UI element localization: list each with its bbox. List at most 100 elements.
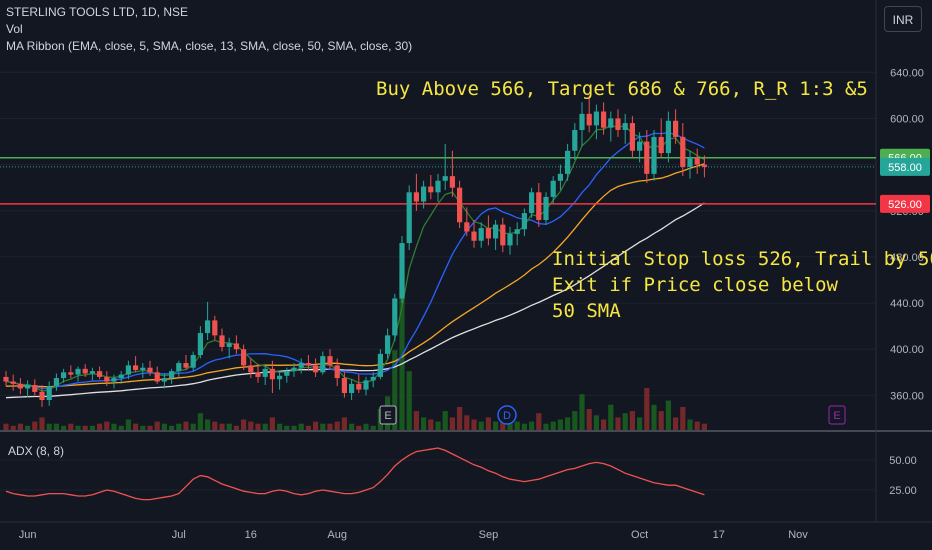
volume-bar [97,423,103,430]
adx-tick-label: 50.00 [889,455,917,467]
price-tick-label: 440.00 [890,298,924,310]
volume-bar [680,406,686,430]
candle-body [248,365,254,373]
buy-annotation: Buy Above 566, Target 686 & 766, R_R 1:3… [376,78,868,100]
candle-body [305,363,311,366]
time-axis[interactable]: Jun Jul 16 Aug Sep Oct 17 Nov [19,529,809,541]
volume-bar [601,419,607,430]
volume-bar [3,423,9,430]
candle-body [140,367,146,370]
volume-bar [550,421,556,430]
price-level-badge-label: 526.00 [888,199,922,211]
candle-body [61,372,67,379]
volume-bar [176,423,182,430]
volume-bar [471,419,477,430]
candle-body [255,372,261,377]
volume-bar [255,423,261,430]
volume-bar [313,421,319,430]
volume-bar [694,421,700,430]
candle-body [442,176,448,181]
volume-bar [514,421,520,430]
candle-body [478,228,484,241]
volume-bar [68,423,74,430]
sma13-line [5,132,705,390]
volume-legend[interactable]: Vol [6,22,23,36]
price-axis[interactable]: 640.00600.00560.00520.00480.00440.00400.… [880,67,930,497]
volume-bar [579,394,585,430]
volume-bar [687,419,693,430]
earnings-marker-1[interactable] [379,405,397,425]
candle-body [457,187,463,223]
volume-bar [111,423,117,430]
volume-bar [622,413,628,430]
volume-bar [104,421,110,430]
candle-body [241,349,247,366]
price-tick-label: 400.00 [890,344,924,356]
candle-body [233,343,239,350]
candle-body [651,136,657,174]
time-tick-label: Aug [327,529,347,541]
candle-body [536,192,542,220]
candle-body [435,180,441,193]
volume-bar [586,409,592,430]
earnings-marker-2[interactable] [828,405,846,425]
candle-body [133,365,139,370]
symbol-title[interactable]: STERLING TOOLS LTD, 1D, NSE [6,5,189,19]
volume-bar [32,421,38,430]
volume-bar [125,419,131,430]
adx-legend[interactable]: ADX (8, 8) [8,444,65,458]
candle-body [190,355,196,368]
volume-bar [140,425,146,430]
volume-bar [442,411,448,430]
volume-bar [17,423,23,430]
volume-bar [464,415,470,430]
volume-bar [226,423,232,430]
candle-body [327,356,333,366]
price-tick-label: 600.00 [890,113,924,125]
candle-body [529,192,535,214]
candle-body [197,333,203,355]
candle-body [665,120,671,154]
candle-body [449,176,455,188]
candle-body [493,224,499,239]
candle-body [413,192,419,202]
candle-body [17,383,23,389]
candle-body [75,368,81,375]
time-tick-label: Sep [479,529,499,541]
volume-bar [197,413,203,430]
dividend-marker[interactable] [497,405,517,425]
candle-body [550,180,556,197]
candle-body [565,150,571,174]
volume-bar [701,423,707,430]
volume-bar [521,423,527,430]
earnings-marker-2-label: E [833,410,840,422]
volume-bar [212,421,218,430]
volume-bar [89,425,95,430]
adx-tick-label: 25.00 [889,485,917,497]
candle-body [349,383,355,394]
volume-bar [298,423,304,430]
volume-bar [356,425,362,430]
volume-bar [370,425,376,430]
volume-bar [219,423,225,430]
volume-bar [399,272,405,430]
currency-button[interactable]: INR [884,6,922,32]
candle-body [3,376,9,382]
dividend-marker-label: D [503,410,511,422]
candle-body [147,367,153,373]
time-tick-label: 16 [245,529,257,541]
volume-bar [449,417,455,430]
candle-body [356,383,362,390]
volume-bar [529,421,535,430]
candle-body [320,356,326,373]
volume-bar [147,425,153,430]
price-level-badge [880,157,930,176]
volume-bar [536,413,542,430]
candle-body [557,173,563,181]
candle-body [629,123,635,151]
volume-bar [565,417,571,430]
ma-ribbon-legend[interactable]: MA Ribbon (EMA, close, 5, SMA, close, 13… [6,39,413,53]
candle-body [521,213,527,230]
candle-body [205,320,211,334]
